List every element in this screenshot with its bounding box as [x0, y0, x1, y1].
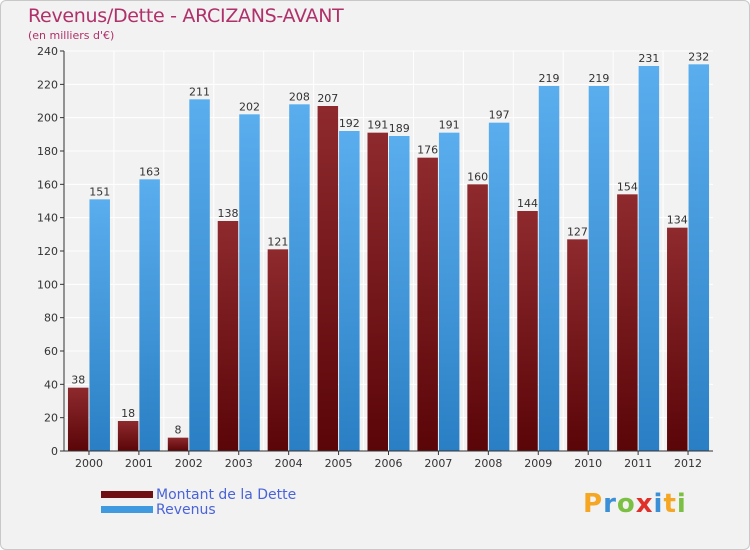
y-tick-label: 140 [37, 212, 58, 225]
y-tick-label: 80 [44, 312, 58, 325]
x-tick-label: 2009 [524, 457, 552, 470]
y-tick-label: 200 [37, 112, 58, 125]
bar-revenue [538, 86, 560, 451]
y-tick-label: 160 [37, 178, 58, 191]
bar-revenue [239, 114, 260, 451]
legend-item-debt: Montant de la Dette [101, 486, 297, 503]
y-tick-label: 20 [44, 412, 58, 425]
y-tick-label: 180 [37, 145, 58, 158]
y-tick-label: 240 [37, 45, 58, 58]
logo-letter: x [635, 489, 654, 519]
value-label-debt: 138 [217, 207, 238, 220]
bar-debt [267, 249, 289, 451]
value-label-revenue: 163 [139, 165, 160, 178]
value-label-debt: 127 [567, 225, 588, 238]
y-tick-label: 120 [37, 245, 58, 258]
x-tick-label: 2001 [125, 457, 153, 470]
bar-revenue [588, 86, 610, 451]
value-label-revenue: 191 [439, 119, 460, 132]
bar-debt [67, 387, 89, 451]
value-label-debt: 134 [667, 214, 688, 227]
chart-subtitle: (en milliers d'€) [28, 29, 115, 42]
logo-letter: o [616, 489, 636, 519]
value-label-revenue: 232 [688, 50, 709, 63]
x-tick-label: 2003 [225, 457, 253, 470]
bar-revenue [289, 104, 310, 451]
x-tick-label: 2008 [474, 457, 502, 470]
x-tick-label: 2004 [275, 457, 303, 470]
bar-debt [567, 239, 588, 451]
logo-letter: r [603, 489, 617, 519]
bar-debt [367, 132, 388, 451]
value-label-revenue: 151 [89, 185, 110, 198]
x-tick-label: 2005 [325, 457, 353, 470]
value-label-revenue: 202 [239, 100, 260, 113]
value-label-revenue: 189 [389, 122, 410, 135]
legend-label-debt: Montant de la Dette [156, 486, 297, 503]
bar-debt [217, 221, 239, 451]
bar-revenue [89, 199, 110, 451]
bar-debt [417, 157, 438, 451]
value-label-debt: 154 [617, 180, 638, 193]
bar-debt [117, 421, 139, 451]
y-tick-label: 0 [51, 445, 58, 458]
proxiti-logo: Proxiti [583, 489, 687, 519]
value-label-revenue: 219 [539, 72, 560, 85]
bar-debt [517, 211, 538, 451]
bar-revenue [488, 122, 510, 452]
value-label-debt: 144 [517, 197, 538, 210]
value-label-debt: 121 [267, 235, 288, 248]
value-label-revenue: 211 [189, 85, 210, 98]
y-tick-label: 40 [44, 378, 58, 391]
x-tick-label: 2002 [175, 457, 203, 470]
chart-title: Revenus/Dette - ARCIZANS-AVANT [28, 5, 344, 27]
legend-swatch-revenue [101, 506, 153, 513]
logo-letter: i [653, 489, 664, 519]
value-label-revenue: 231 [638, 52, 659, 65]
bar-debt [167, 437, 189, 451]
value-label-debt: 176 [417, 144, 438, 157]
legend-item-revenue: Revenus [101, 501, 296, 518]
y-tick-label: 60 [44, 345, 58, 358]
bar-debt [317, 106, 339, 451]
value-label-debt: 191 [367, 119, 388, 132]
y-tick-label: 220 [37, 78, 58, 91]
chart-legend: Montant de la Dette Revenus [101, 486, 297, 518]
logo-letter: i [676, 489, 687, 519]
value-label-debt: 18 [121, 407, 135, 420]
x-tick-label: 2000 [75, 457, 103, 470]
value-label-revenue: 208 [289, 90, 310, 103]
value-label-debt: 8 [175, 424, 182, 437]
bar-debt [467, 184, 488, 452]
bar-debt [617, 194, 638, 452]
value-label-debt: 38 [71, 374, 85, 387]
bar-revenue [438, 132, 460, 451]
x-tick-label: 2011 [624, 457, 652, 470]
bar-debt [667, 227, 688, 451]
bar-revenue [638, 66, 660, 451]
bar-revenue [389, 136, 410, 451]
value-label-debt: 160 [467, 170, 488, 183]
value-label-revenue: 197 [489, 109, 510, 122]
x-tick-label: 2007 [424, 457, 452, 470]
value-label-revenue: 219 [588, 72, 609, 85]
bar-revenue [139, 179, 160, 452]
x-tick-label: 2006 [375, 457, 403, 470]
bar-revenue [189, 99, 210, 451]
y-tick-label: 100 [37, 278, 58, 291]
legend-label-revenue: Revenus [156, 501, 216, 518]
logo-letter: t [663, 489, 677, 519]
x-tick-label: 2012 [674, 457, 702, 470]
legend-swatch-debt [101, 491, 153, 498]
logo-letter: P [583, 489, 604, 519]
value-label-revenue: 192 [339, 117, 360, 130]
x-tick-label: 2010 [574, 457, 602, 470]
value-label-debt: 207 [317, 92, 338, 105]
bar-revenue [339, 131, 360, 451]
bar-revenue [688, 64, 710, 452]
